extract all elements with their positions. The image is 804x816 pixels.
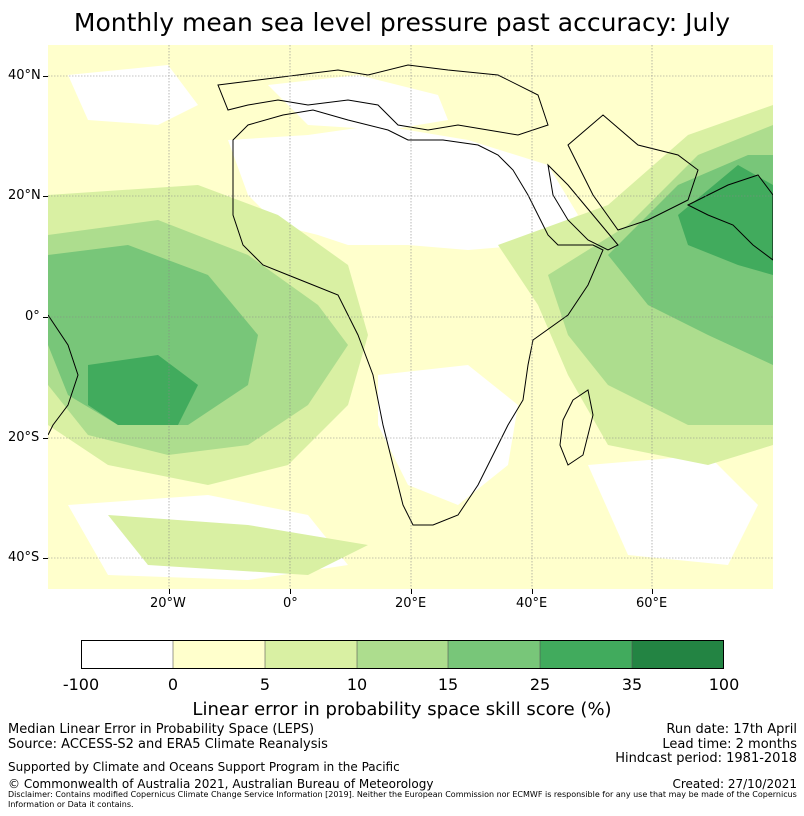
tick-mark bbox=[43, 196, 48, 197]
tick-mark bbox=[43, 317, 48, 318]
cbar-swatch-0 bbox=[81, 640, 173, 669]
lon-label-0: 0° bbox=[283, 596, 298, 611]
cbar-label: 25 bbox=[529, 675, 551, 694]
tick-mark bbox=[532, 589, 533, 594]
cbar-label: 35 bbox=[621, 675, 643, 694]
footer-lead-time: Lead time: 2 months bbox=[662, 737, 797, 752]
colorbar-title: Linear error in probability space skill … bbox=[192, 699, 612, 720]
footer-method: Median Linear Error in Probability Space… bbox=[8, 722, 315, 737]
footer-support: Supported by Climate and Oceans Support … bbox=[8, 760, 400, 774]
footer-hindcast: Hindcast period: 1981-2018 bbox=[615, 751, 797, 766]
lat-label-20s: 20°S bbox=[8, 430, 40, 445]
tick-mark bbox=[169, 589, 170, 594]
cbar-swatch-1 bbox=[173, 640, 265, 669]
lon-label-20w: 20°W bbox=[150, 596, 186, 611]
cbar-label: -100 bbox=[62, 675, 100, 694]
coastlines bbox=[48, 64, 773, 526]
lat-label-20n: 20°N bbox=[8, 188, 41, 203]
tick-mark bbox=[652, 589, 653, 594]
cbar-swatch-3 bbox=[357, 640, 448, 669]
lat-label-40s: 40°S bbox=[8, 550, 40, 565]
cbar-label: 15 bbox=[437, 675, 459, 694]
footer-copyright: © Commonwealth of Australia 2021, Austra… bbox=[8, 777, 434, 791]
field-c2-south bbox=[108, 515, 368, 575]
coast-india bbox=[686, 174, 773, 261]
coast-arabia bbox=[547, 114, 699, 251]
tick-mark bbox=[43, 558, 48, 559]
skill-score-map bbox=[48, 45, 773, 589]
lon-label-40e: 40°E bbox=[516, 596, 548, 611]
coast-africa bbox=[232, 109, 604, 526]
map-title: Monthly mean sea level pressure past acc… bbox=[73, 8, 731, 37]
coast-europe bbox=[217, 64, 549, 136]
tick-mark bbox=[411, 589, 412, 594]
cbar-label: 10 bbox=[346, 675, 368, 694]
tick-mark bbox=[43, 76, 48, 77]
lat-label-40n: 40°N bbox=[8, 68, 41, 83]
coast-south-america bbox=[48, 314, 79, 436]
footer-disclaimer: Disclaimer: Contains modified Copernicus… bbox=[8, 790, 797, 809]
field-white-se bbox=[588, 455, 758, 565]
lon-label-20e: 20°E bbox=[395, 596, 427, 611]
cbar-label: 0 bbox=[167, 675, 179, 694]
cbar-swatch-4 bbox=[448, 640, 540, 669]
field-white-south bbox=[378, 365, 518, 505]
footer-run-date: Run date: 17th April bbox=[666, 722, 797, 737]
field-white-nw bbox=[68, 65, 198, 125]
cbar-label: 5 bbox=[259, 675, 271, 694]
tick-mark bbox=[43, 438, 48, 439]
field-c5-east bbox=[678, 165, 773, 275]
cbar-label: 100 bbox=[708, 675, 740, 694]
field-white-med bbox=[268, 75, 448, 130]
graticule bbox=[48, 45, 773, 589]
field-c5-atlantic bbox=[88, 355, 198, 425]
cbar-swatch-6 bbox=[632, 640, 724, 669]
coast-madagascar bbox=[559, 389, 594, 466]
cbar-swatch-5 bbox=[540, 640, 632, 669]
footer-source: Source: ACCESS-S2 and ERA5 Climate Reana… bbox=[8, 737, 328, 752]
footer-created: Created: 27/10/2021 bbox=[672, 777, 797, 791]
cbar-swatch-2 bbox=[265, 640, 357, 669]
lon-label-60e: 60°E bbox=[636, 596, 668, 611]
colorbar bbox=[81, 640, 724, 669]
tick-mark bbox=[290, 589, 291, 594]
field-white-sahara bbox=[228, 125, 578, 250]
lat-label-0: 0° bbox=[25, 309, 40, 324]
skill-field bbox=[48, 65, 773, 580]
